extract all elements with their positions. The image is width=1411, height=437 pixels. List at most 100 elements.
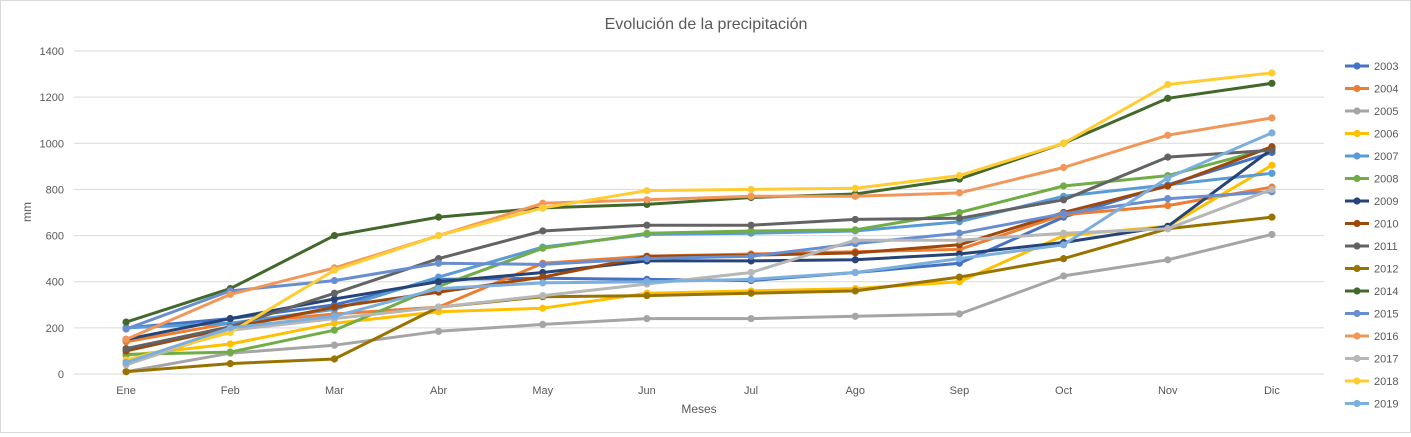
legend-item-2018: 2018 bbox=[1345, 376, 1398, 388]
data-point bbox=[747, 315, 755, 323]
y-tick-label: 400 bbox=[46, 277, 64, 289]
data-point bbox=[1059, 241, 1068, 249]
legend-marker bbox=[1353, 332, 1361, 340]
data-point bbox=[643, 315, 651, 323]
data-point bbox=[851, 312, 859, 320]
legend-label: 2019 bbox=[1374, 399, 1398, 411]
data-point bbox=[955, 171, 964, 180]
data-point bbox=[851, 215, 859, 224]
legend-item-2012: 2012 bbox=[1345, 264, 1398, 276]
data-point bbox=[955, 214, 964, 222]
data-point bbox=[747, 185, 755, 194]
legend-item-2009: 2009 bbox=[1345, 196, 1398, 208]
data-point bbox=[1059, 182, 1068, 190]
series-group bbox=[122, 69, 1276, 376]
x-tick-label: Oct bbox=[1055, 385, 1072, 397]
data-point bbox=[330, 326, 339, 334]
legend-item-2016: 2016 bbox=[1345, 331, 1398, 343]
x-tick-label: Sep bbox=[950, 385, 970, 397]
data-point bbox=[226, 348, 234, 356]
legend-item-2015: 2015 bbox=[1345, 309, 1398, 321]
data-point bbox=[1268, 230, 1276, 239]
data-point bbox=[330, 289, 339, 297]
data-point bbox=[955, 229, 964, 237]
data-point bbox=[1164, 153, 1172, 161]
legend-marker bbox=[1353, 354, 1361, 363]
legend-marker bbox=[1353, 84, 1361, 93]
series-line-2010 bbox=[124, 145, 1274, 353]
data-point bbox=[1164, 195, 1172, 203]
data-point bbox=[122, 368, 130, 376]
data-point bbox=[434, 231, 443, 240]
data-point bbox=[122, 335, 130, 343]
data-point bbox=[1268, 79, 1276, 87]
data-point bbox=[1268, 161, 1276, 169]
data-point bbox=[226, 340, 234, 348]
y-tick-label: 800 bbox=[46, 184, 64, 196]
legend-marker bbox=[1353, 242, 1361, 250]
series-line-2014 bbox=[124, 81, 1274, 324]
data-point bbox=[1164, 225, 1172, 233]
y-axis-label: mm bbox=[20, 202, 34, 222]
data-point bbox=[1059, 196, 1068, 204]
legend-item-2005: 2005 bbox=[1345, 106, 1398, 118]
legend-marker bbox=[1353, 129, 1361, 138]
data-point bbox=[1164, 201, 1172, 210]
legend-label: 2017 bbox=[1374, 354, 1398, 366]
y-tick-label: 1000 bbox=[40, 138, 64, 150]
data-point bbox=[434, 285, 443, 293]
legend-item-2003: 2003 bbox=[1345, 61, 1398, 73]
y-tick-labels: 0 200 400 600 800 1000 1200 1400 bbox=[40, 46, 64, 381]
data-point bbox=[747, 268, 755, 277]
series-line-2009 bbox=[124, 147, 1274, 341]
data-point bbox=[1059, 255, 1068, 263]
data-point bbox=[955, 236, 964, 244]
legend-item-2004: 2004 bbox=[1345, 84, 1398, 96]
y-tick-label: 0 bbox=[58, 369, 64, 381]
data-point bbox=[747, 227, 755, 235]
series-line-2011 bbox=[124, 148, 1274, 351]
data-point bbox=[122, 358, 130, 367]
legend-label: 2008 bbox=[1374, 174, 1398, 186]
legend-label: 2016 bbox=[1374, 331, 1398, 343]
legend-marker bbox=[1353, 219, 1361, 228]
data-point bbox=[955, 189, 964, 197]
legend-marker bbox=[1353, 107, 1361, 115]
data-point bbox=[226, 290, 234, 299]
data-point bbox=[851, 192, 859, 200]
legend-item-2019: 2019 bbox=[1345, 399, 1398, 411]
data-point bbox=[1268, 69, 1276, 77]
data-point bbox=[747, 289, 755, 297]
data-point bbox=[330, 276, 339, 285]
legend-marker bbox=[1353, 309, 1361, 318]
data-point bbox=[747, 221, 755, 229]
data-point bbox=[330, 303, 339, 311]
data-point bbox=[1164, 131, 1172, 139]
data-point bbox=[539, 204, 547, 212]
data-point bbox=[434, 303, 443, 311]
data-point bbox=[747, 252, 755, 260]
legend-label: 2014 bbox=[1374, 286, 1398, 298]
data-point bbox=[330, 266, 339, 274]
legend-marker bbox=[1353, 197, 1361, 205]
data-point bbox=[643, 196, 651, 204]
legend-item-2006: 2006 bbox=[1345, 129, 1398, 141]
data-point bbox=[851, 287, 859, 295]
series-line-2019 bbox=[124, 131, 1274, 364]
data-point bbox=[851, 268, 859, 277]
data-point bbox=[226, 360, 234, 368]
data-point bbox=[643, 229, 651, 237]
data-point bbox=[955, 255, 964, 263]
y-tick-label: 600 bbox=[46, 231, 64, 243]
x-tick-label: Jul bbox=[744, 385, 758, 397]
data-point bbox=[851, 249, 859, 257]
data-point bbox=[1268, 185, 1276, 194]
data-point bbox=[539, 244, 547, 252]
series-line-2003 bbox=[124, 151, 1274, 330]
data-point bbox=[539, 291, 547, 300]
data-point bbox=[539, 304, 547, 312]
legend-marker bbox=[1353, 62, 1361, 70]
data-point bbox=[539, 320, 547, 328]
